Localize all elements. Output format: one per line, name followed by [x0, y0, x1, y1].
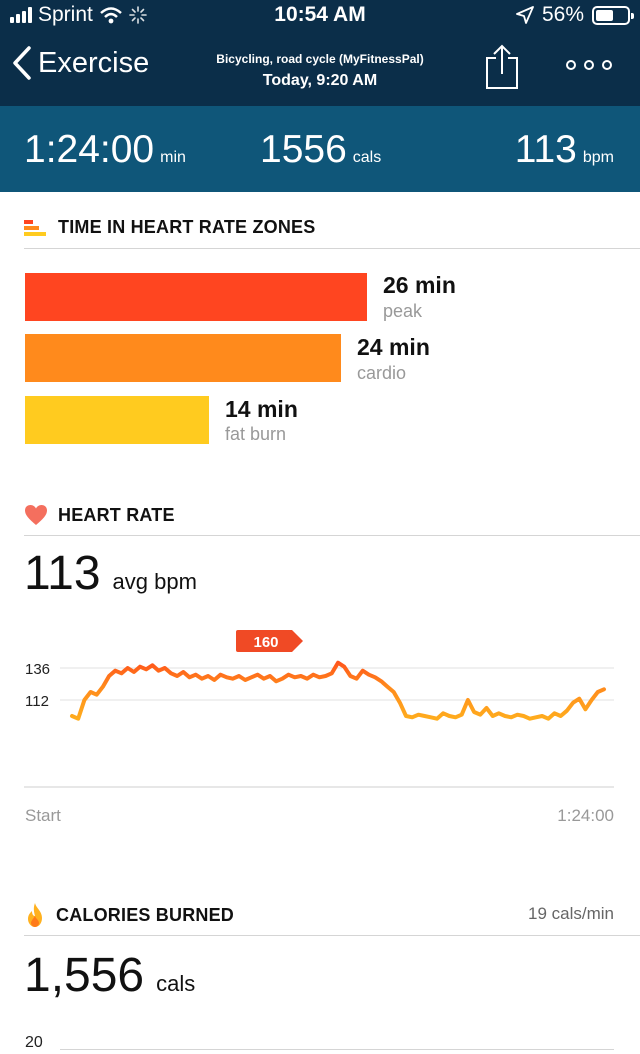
zones-icon: [24, 219, 46, 236]
avg-heart-rate-value: 113: [24, 547, 101, 600]
divider: [24, 935, 640, 936]
heart-rate-stat: 113 bpm: [515, 128, 614, 172]
calories-gridline: [60, 1049, 614, 1050]
x-start-label: Start: [25, 806, 61, 825]
avg-heart-rate-unit: avg bpm: [112, 569, 197, 594]
activity-source: Bicycling, road cycle (MyFitnessPal): [216, 52, 424, 66]
duration-stat: 1:24:00 min: [24, 128, 186, 172]
wifi-icon: [100, 7, 122, 24]
calories-total-unit: cals: [156, 971, 196, 996]
chevron-left-icon: [13, 46, 31, 80]
activity-datetime: Today, 9:20 AM: [262, 72, 378, 89]
calories-total-value: 1,556: [24, 949, 145, 1002]
divider: [24, 248, 640, 249]
zone-bar-cardio: [25, 334, 341, 382]
share-icon[interactable]: [484, 44, 520, 90]
nav-bar: Exercise Bicycling, road cycle (MyFitnes…: [0, 30, 640, 106]
peak-marker: 160: [236, 630, 303, 652]
calories-heading-label: CALORIES BURNED: [56, 904, 235, 925]
peak-label: 160: [253, 634, 278, 651]
avg-heart-rate: 113 avg bpm: [24, 546, 197, 601]
calories-unit: cals: [352, 149, 382, 166]
zone-label-peak: peak: [383, 301, 423, 321]
signal-icon: [10, 7, 32, 23]
heart-icon: [25, 505, 47, 525]
heart-rate-series-line: [70, 660, 606, 721]
nav-title-group: Bicycling, road cycle (MyFitnessPal) Tod…: [190, 52, 450, 90]
zone-value-peak: 26 min: [383, 272, 456, 298]
heart-rate-unit: bpm: [582, 149, 614, 166]
clock: 10:54 AM: [274, 3, 366, 26]
heart-rate-heading: HEART RATE: [24, 504, 175, 526]
zone-bar-fat-burn: [25, 396, 209, 444]
calories-value: 1556: [260, 128, 347, 171]
zone-bar-peak: [25, 273, 367, 321]
calories-heading: CALORIES BURNED: [24, 902, 234, 928]
calories-total: 1,556 cals: [24, 948, 195, 1003]
carrier-label: Sprint: [38, 3, 93, 26]
back-button[interactable]: Exercise: [12, 46, 149, 80]
zone-value-fat-burn: 14 min: [225, 396, 298, 422]
flame-icon: [28, 903, 42, 927]
y-tick-112: 112: [25, 693, 49, 710]
back-label: Exercise: [38, 46, 150, 79]
calories-rate: 19 cals/min: [528, 904, 614, 923]
location-arrow-icon: [516, 6, 534, 24]
heart-rate-value: 113: [514, 128, 577, 171]
duration-unit: min: [160, 149, 186, 166]
calories-y-tick: 20: [25, 1034, 43, 1051]
status-bar: Sprint 10:54 AM 56%: [0, 0, 640, 30]
battery-percent: 56%: [541, 3, 584, 26]
divider: [24, 535, 640, 536]
carrier-group: Sprint: [10, 3, 147, 27]
summary-bar: 1:24:00 min 1556 cals 113 bpm: [0, 106, 640, 192]
zone-label-cardio: cardio: [357, 363, 407, 383]
heart-rate-chart: 136 112 160: [24, 630, 614, 788]
zone-value-cardio: 24 min: [357, 334, 430, 360]
heart-rate-heading-label: HEART RATE: [58, 504, 175, 525]
y-tick-136: 136: [25, 661, 50, 678]
status-right: 56%: [516, 3, 634, 27]
zones-heading-label: TIME IN HEART RATE ZONES: [58, 217, 316, 237]
duration-value: 1:24:00: [24, 128, 155, 171]
activity-spinner-icon: [129, 6, 147, 24]
battery-icon: [592, 5, 634, 25]
x-end-label: 1:24:00: [557, 806, 614, 825]
more-options-button[interactable]: [566, 60, 612, 70]
zone-label-fat-burn: fat burn: [225, 424, 287, 444]
zones-heading: TIME IN HEART RATE ZONES: [24, 217, 315, 238]
calories-stat: 1556 cals: [260, 128, 381, 172]
